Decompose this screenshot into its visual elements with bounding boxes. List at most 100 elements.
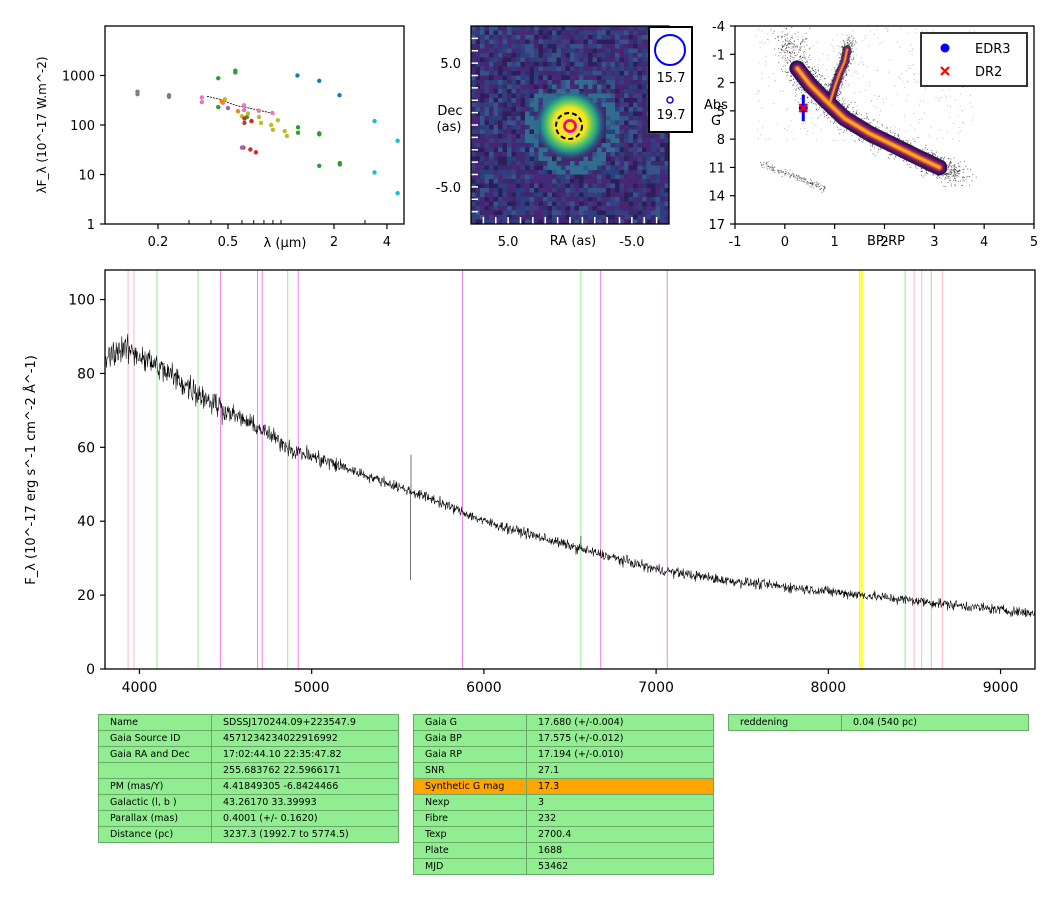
hrd-dot [922, 176, 924, 178]
hrd-dot [935, 96, 937, 98]
image-pixel [615, 71, 620, 76]
image-pixel [484, 71, 490, 76]
hrd-dot [871, 100, 873, 102]
hrd-dot [927, 152, 929, 154]
image-pixel [498, 116, 503, 121]
spectrum-ylabel: F_λ (10^-17 erg s^-1 cm^-2 Å^-1) [23, 355, 39, 585]
image-pixel [471, 53, 476, 58]
image-pixel [471, 134, 476, 139]
hrd-dot [815, 181, 817, 183]
image-pixel [507, 57, 512, 63]
image-pixel [502, 39, 508, 45]
image-pixel [516, 53, 521, 58]
hrd-dot [945, 96, 947, 98]
image-pixel [615, 93, 620, 99]
image-pixel [471, 201, 476, 207]
image-pixel [543, 210, 548, 216]
image-pixel [646, 201, 652, 207]
image-pixel [525, 93, 530, 99]
image-pixel [552, 156, 557, 162]
hrd-dot [959, 180, 961, 182]
hrd-dot [793, 176, 795, 178]
image-pixel [601, 107, 607, 112]
hrd-dot [840, 87, 842, 89]
hrd-dot [891, 153, 893, 155]
image-pixel [489, 84, 494, 90]
image-pixel [471, 44, 476, 49]
image-pixel [493, 75, 499, 81]
hrd-dot [785, 109, 787, 111]
image-pixel [570, 71, 575, 76]
image-pixel [502, 80, 508, 85]
hrd-dot [897, 135, 899, 137]
hrd-dot [778, 172, 780, 174]
hrd-dot [760, 133, 762, 135]
hrd-dot [956, 170, 958, 172]
hrd-xtick-label: 4 [980, 235, 988, 250]
image-pixel [484, 62, 490, 67]
image-pixel [574, 179, 580, 184]
image-pixel [561, 161, 566, 166]
hrd-dot [897, 133, 899, 135]
table-row: PM (mas/Y) 4.41849305 -6.8424466 [98, 778, 399, 795]
image-pixel [480, 107, 485, 112]
image-pixel [489, 170, 494, 175]
hrd-dot [795, 95, 797, 97]
hrd-dot [795, 88, 797, 90]
image-pixel [507, 107, 512, 112]
hrd-dot [862, 61, 864, 63]
image-pixel [493, 71, 499, 76]
image-pixel [601, 219, 607, 224]
sed-ytick-label: 1 [87, 218, 95, 233]
image-pixel [633, 107, 638, 112]
hrd-dot [941, 174, 943, 176]
hrd-dot [797, 83, 799, 85]
hrd-dot [874, 155, 876, 157]
sed-point [245, 111, 251, 116]
hrd-dot [811, 184, 813, 186]
hrd-dot [754, 36, 756, 38]
image-pixel [489, 174, 494, 180]
hrd-dot [965, 166, 967, 168]
hrd-dot [815, 139, 817, 141]
hrd-dot [809, 67, 811, 69]
hrd-dot [822, 53, 824, 55]
hrd-dot [893, 158, 895, 160]
image-pixel [538, 183, 544, 189]
image-pixel [480, 161, 485, 166]
hrd-dot [877, 98, 879, 100]
image-pixel [552, 84, 557, 90]
image-pixel [520, 120, 526, 126]
image-pixel [475, 134, 481, 139]
image-pixel [619, 26, 625, 31]
image-pixel [570, 80, 575, 85]
image-pixel [475, 183, 481, 189]
image-pixel [592, 206, 598, 211]
image-pixel [642, 35, 647, 40]
image-pixel [511, 57, 517, 63]
image-pixel [615, 174, 620, 180]
image-pixel [574, 84, 580, 90]
sed-point [295, 125, 301, 130]
image-pixel [619, 120, 625, 126]
hrd-dot [793, 78, 795, 80]
hrd-dot [802, 181, 804, 183]
image-pixel [525, 152, 530, 157]
hrd-dot [778, 47, 780, 49]
image-pixel [592, 39, 598, 45]
image-pixel [606, 62, 611, 67]
image-pixel [601, 143, 607, 148]
hrd-dot [830, 83, 832, 85]
image-pixel [502, 30, 508, 36]
hrd-dot [959, 127, 961, 129]
image-pixel [637, 98, 643, 103]
hrd-dot [809, 71, 811, 73]
hrd-dot [948, 168, 950, 170]
hrd-ytick-label: -1 [712, 48, 725, 63]
hrd-dot [907, 140, 909, 142]
hrd-dot [828, 76, 830, 78]
image-pixel [507, 161, 512, 166]
image-pixel [597, 156, 602, 162]
image-pixel [471, 210, 476, 216]
